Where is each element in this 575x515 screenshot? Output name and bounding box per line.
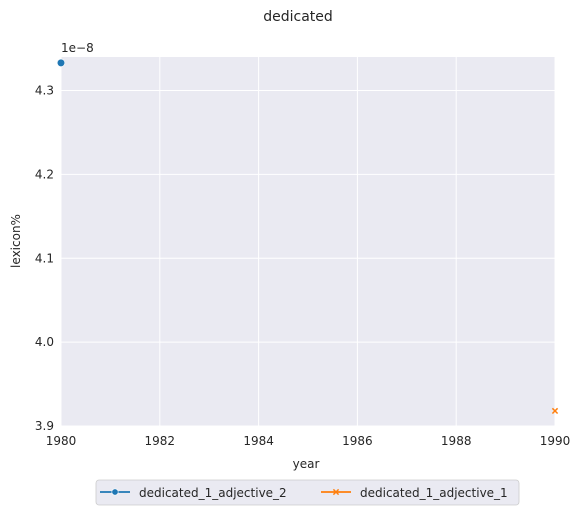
- y-axis-label: lexicon%: [9, 214, 23, 268]
- y-tick-label: 3.9: [35, 419, 54, 433]
- y-tick-label: 4.0: [35, 335, 54, 349]
- x-tick-label: 1984: [243, 434, 274, 448]
- data-point-circle: [56, 58, 66, 67]
- legend-marker-x-glyph: [332, 488, 340, 496]
- grid-lines: [60, 57, 556, 427]
- legend-entry: dedicated_1_adjective_2: [100, 486, 287, 500]
- x-tick-label: 1990: [540, 434, 571, 448]
- x-tick-label: 1986: [342, 434, 373, 448]
- x-tick-label: 1980: [46, 434, 77, 448]
- chart-title: dedicated: [263, 9, 333, 25]
- x-tick-label: 1982: [145, 434, 176, 448]
- plot-area: [61, 57, 555, 426]
- marker-stroke: [332, 488, 340, 496]
- axis-ticks: 1980 1982 1984 1986 1988 1990 3.9 4.0 4.1 4.2 4.3: [35, 84, 570, 448]
- legend-entry: dedicated_1_adjective_1: [321, 486, 508, 500]
- legend-box: [95, 479, 520, 506]
- legend: dedicated_1_adjective_2 dedicated_1_adje…: [95, 479, 520, 506]
- marker-stroke: [551, 407, 559, 415]
- data-marks: [56, 58, 559, 415]
- y-tick-label: 4.2: [35, 167, 54, 181]
- legend-marker-circle: [111, 488, 119, 496]
- legend-label: dedicated_1_adjective_2: [139, 486, 287, 500]
- data-point-x: [551, 407, 559, 415]
- legend-label: dedicated_1_adjective_1: [360, 486, 508, 500]
- x-tick-label: 1988: [441, 434, 472, 448]
- x-axis-label: year: [293, 457, 320, 471]
- y-tick-label: 4.1: [35, 251, 54, 265]
- y-axis-offset-label: 1e−8: [61, 41, 94, 55]
- y-tick-label: 4.3: [35, 84, 54, 98]
- legend-marker-x: [332, 488, 340, 496]
